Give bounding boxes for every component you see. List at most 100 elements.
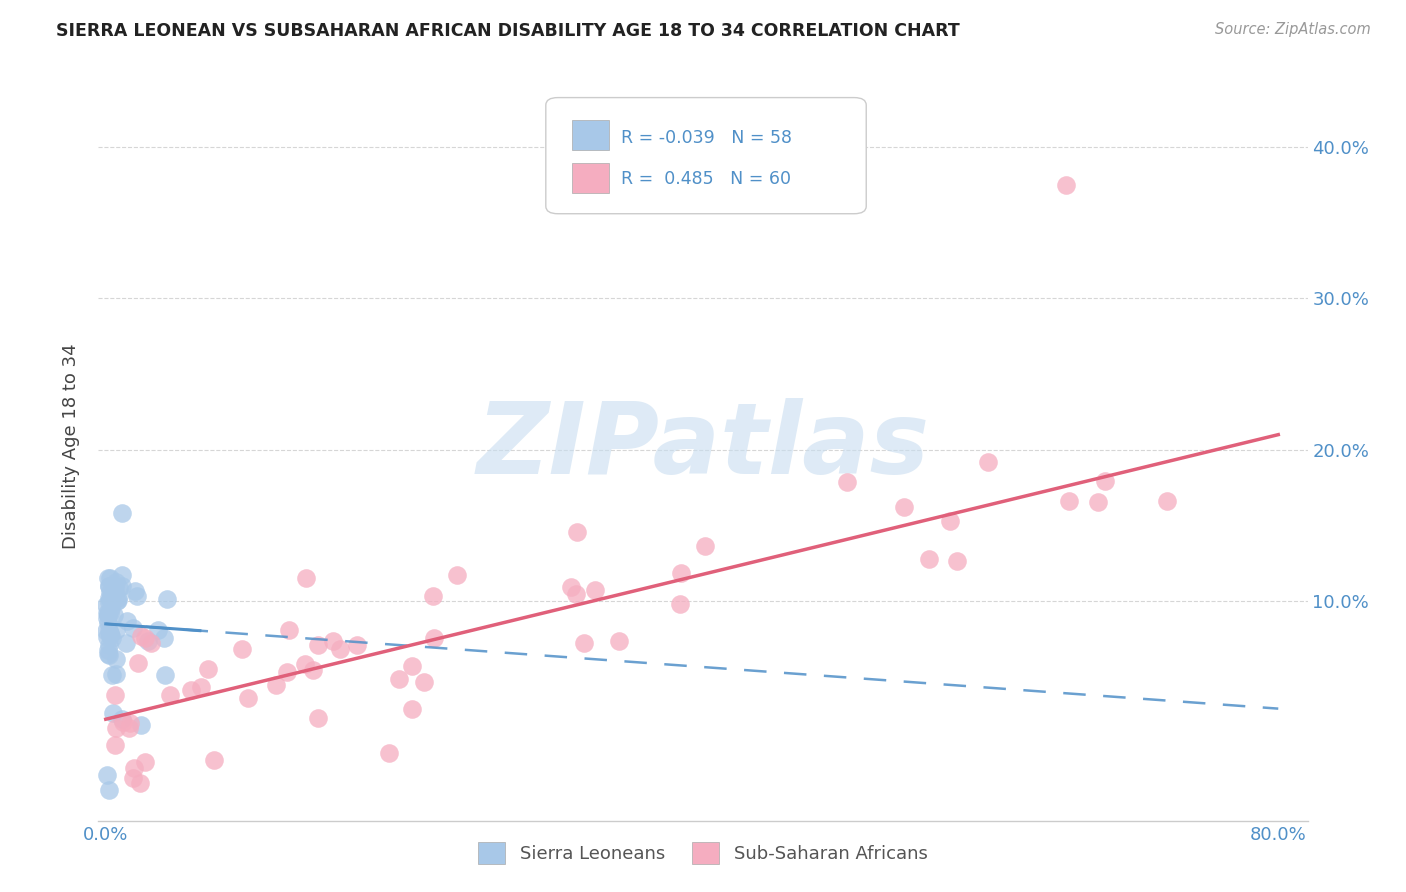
Point [97, 591, 120, 606]
Point [97, 647, 120, 661]
Point [264, 678, 287, 692]
Point [104, 738, 127, 752]
Point [127, 656, 149, 670]
Point [565, 587, 588, 601]
Point [567, 524, 589, 539]
Point [98, 629, 121, 643]
Point [946, 554, 969, 568]
Point [117, 614, 139, 628]
Point [98, 627, 121, 641]
Point [98, 571, 121, 585]
Point [118, 721, 141, 735]
Point [101, 667, 124, 681]
Point [159, 689, 181, 703]
Point [105, 575, 128, 590]
Point [180, 683, 202, 698]
Point [98, 606, 121, 620]
Point [134, 755, 156, 769]
Point [977, 455, 1000, 469]
Point [153, 631, 176, 645]
Point [129, 776, 152, 790]
Point [97, 571, 120, 585]
Point [98, 648, 121, 662]
Point [103, 582, 125, 596]
Point [101, 587, 124, 601]
Text: Source: ZipAtlas.com: Source: ZipAtlas.com [1215, 22, 1371, 37]
Point [110, 568, 132, 582]
Point [107, 594, 129, 608]
Point [111, 715, 134, 730]
Point [669, 597, 692, 611]
Legend: Sierra Leoneans, Sub-Saharan Africans: Sierra Leoneans, Sub-Saharan Africans [471, 835, 935, 871]
Point [98, 595, 121, 609]
Point [572, 635, 595, 649]
Point [97, 643, 120, 657]
Point [105, 722, 128, 736]
Point [115, 636, 138, 650]
Point [104, 624, 127, 638]
Point [197, 662, 219, 676]
Point [134, 631, 156, 645]
Point [277, 623, 299, 637]
Point [96, 768, 118, 782]
Point [97, 578, 120, 592]
Point [893, 500, 915, 514]
Point [98, 624, 121, 638]
Point [671, 566, 693, 580]
Point [938, 515, 960, 529]
Text: R = -0.039   N = 58: R = -0.039 N = 58 [621, 129, 792, 147]
Point [96, 606, 118, 620]
Point [835, 475, 858, 490]
Point [98, 592, 121, 607]
FancyBboxPatch shape [546, 97, 866, 214]
Point [121, 621, 143, 635]
Point [129, 718, 152, 732]
Y-axis label: Disability Age 18 to 34: Disability Age 18 to 34 [62, 343, 80, 549]
Point [276, 665, 298, 679]
Point [97, 579, 120, 593]
Point [295, 571, 318, 585]
Point [96, 616, 118, 631]
Point [422, 589, 444, 603]
Point [101, 631, 124, 645]
Point [401, 659, 423, 673]
Point [1087, 494, 1109, 508]
Point [1057, 493, 1080, 508]
Point [111, 712, 134, 726]
Point [236, 691, 259, 706]
Point [693, 539, 716, 553]
Point [103, 607, 125, 622]
Point [124, 584, 146, 599]
Point [107, 591, 129, 606]
Point [127, 590, 149, 604]
Point [146, 623, 169, 637]
Point [98, 625, 121, 640]
Point [156, 591, 179, 606]
Point [294, 657, 316, 671]
Point [1094, 474, 1116, 488]
Point [100, 600, 122, 615]
Point [111, 506, 134, 520]
Text: R =  0.485   N = 60: R = 0.485 N = 60 [621, 170, 790, 188]
Point [401, 702, 423, 716]
Point [101, 590, 124, 604]
Point [423, 631, 446, 645]
Point [412, 674, 434, 689]
Point [108, 581, 131, 595]
Point [388, 673, 411, 687]
Point [378, 746, 401, 760]
Point [153, 668, 176, 682]
Point [104, 667, 127, 681]
Point [202, 753, 225, 767]
Point [322, 634, 344, 648]
Point [301, 664, 323, 678]
Text: ZIPatlas: ZIPatlas [477, 398, 929, 494]
Point [96, 624, 118, 638]
Point [136, 634, 159, 648]
Point [97, 608, 120, 623]
Point [918, 551, 941, 566]
Point [96, 630, 118, 644]
Point [346, 638, 368, 652]
Bar [572, 162, 609, 193]
Point [97, 783, 120, 797]
